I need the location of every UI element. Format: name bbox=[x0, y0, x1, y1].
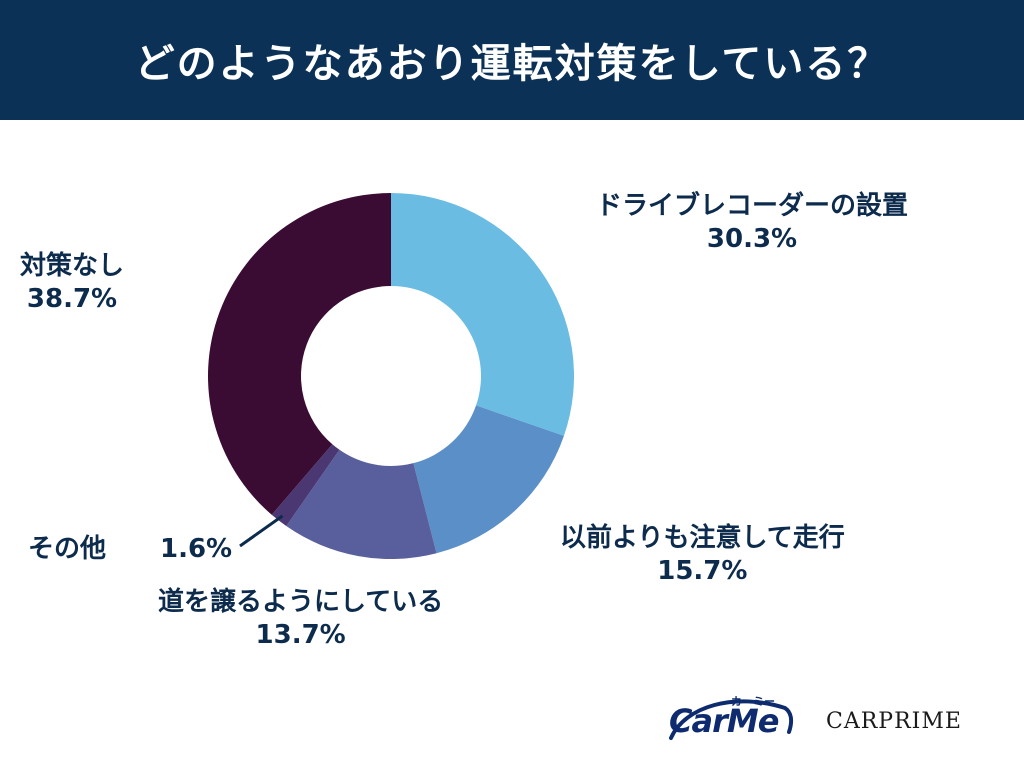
slice-value-none: 38.7% bbox=[26, 283, 118, 314]
header-banner: どのようなあおり運転対策をしている？ bbox=[0, 0, 1024, 120]
slice-name-give-way: 道を譲るようにしている bbox=[158, 587, 444, 617]
slice-name-dashcam: ドライブレコーダーの設置 bbox=[596, 191, 909, 221]
slice-value-other: 1.6% bbox=[160, 534, 233, 564]
slice-label-dashcam: ドライブレコーダーの設置 30.3% bbox=[596, 190, 908, 255]
donut-slice-other bbox=[271, 444, 340, 527]
slice-value-give-way: 13.7% bbox=[255, 619, 346, 650]
slice-label-give-way: 道を譲るようにしている 13.7% bbox=[158, 586, 443, 651]
slice-label-none: 対策なし 38.7% bbox=[20, 250, 124, 315]
slice-value-dashcam: 30.3% bbox=[706, 223, 798, 254]
carme-logo: カーミー CarMe bbox=[665, 688, 797, 750]
slice-label-careful-driving: 以前よりも注意して走行 15.7% bbox=[560, 522, 845, 587]
slice-name-other: その他 bbox=[28, 534, 107, 564]
chart-title: どのようなあおり運転対策をしている？ bbox=[134, 41, 890, 87]
slice-name-none: 対策なし bbox=[20, 251, 125, 281]
car-outline-icon bbox=[669, 699, 794, 740]
slice-value-careful-driving: 15.7% bbox=[657, 555, 748, 586]
carprime-logo: CARPRIME bbox=[826, 709, 962, 734]
donut-slice-careful-driving bbox=[413, 405, 564, 554]
donut-slice-give-way bbox=[286, 449, 437, 559]
donut-slice-none bbox=[208, 193, 391, 515]
leader-line-other bbox=[239, 514, 284, 548]
carme-wordmark: CarMe bbox=[669, 702, 779, 740]
donut-slice-dashcam bbox=[391, 193, 574, 436]
carme-kana: カーミー bbox=[731, 695, 775, 708]
slice-name-careful-driving: 以前よりも注意して走行 bbox=[560, 523, 845, 553]
